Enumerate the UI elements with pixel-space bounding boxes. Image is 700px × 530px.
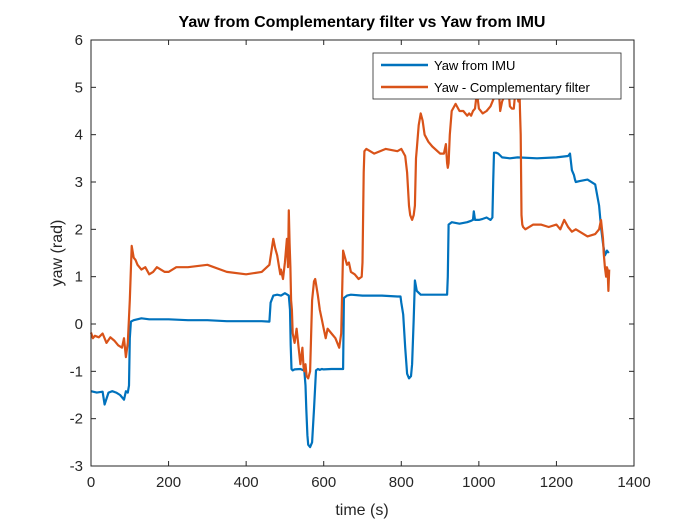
- x-tick-label-2: 400: [234, 474, 259, 491]
- x-tick-label-0: 0: [87, 474, 95, 491]
- y-tick-label-5: 2: [75, 221, 83, 238]
- x-tick-label-7: 1400: [617, 474, 650, 491]
- x-tick-label-5: 1000: [462, 474, 495, 491]
- y-tick-label-0: -3: [70, 458, 83, 475]
- x-tick-label-6: 1200: [540, 474, 573, 491]
- chart-title: Yaw from Complementary filter vs Yaw fro…: [179, 14, 546, 31]
- x-tick-label-3: 600: [311, 474, 336, 491]
- y-tick-label-4: 1: [75, 269, 83, 286]
- y-tick-label-7: 4: [75, 127, 83, 144]
- x-tick-label-1: 200: [156, 474, 181, 491]
- y-tick-label-1: -2: [70, 411, 83, 428]
- legend-label-imu: Yaw from IMU: [434, 58, 515, 73]
- y-tick-label-2: -1: [70, 363, 83, 380]
- y-tick-label-6: 3: [75, 174, 83, 191]
- legend-label-complementary: Yaw - Complementary filter: [434, 80, 590, 95]
- y-axis-label: yaw (rad): [49, 220, 66, 287]
- x-tick-label-4: 800: [389, 474, 414, 491]
- legend-box: [372, 52, 622, 100]
- y-tick-label-3: 0: [75, 316, 83, 333]
- y-tick-label-9: 6: [75, 32, 83, 49]
- axes-box: [90, 39, 635, 467]
- legend: Yaw from IMU Yaw - Complementary filter: [372, 52, 622, 100]
- y-tick-label-8: 5: [75, 79, 83, 96]
- tick-layer: 0 200 400 600 800 1000 1200 1400 -3 -2 -1 0 1 2 3 4 5 6: [70, 32, 651, 491]
- x-axis-label: time (s): [335, 502, 388, 519]
- series-line-0: [90, 151, 610, 449]
